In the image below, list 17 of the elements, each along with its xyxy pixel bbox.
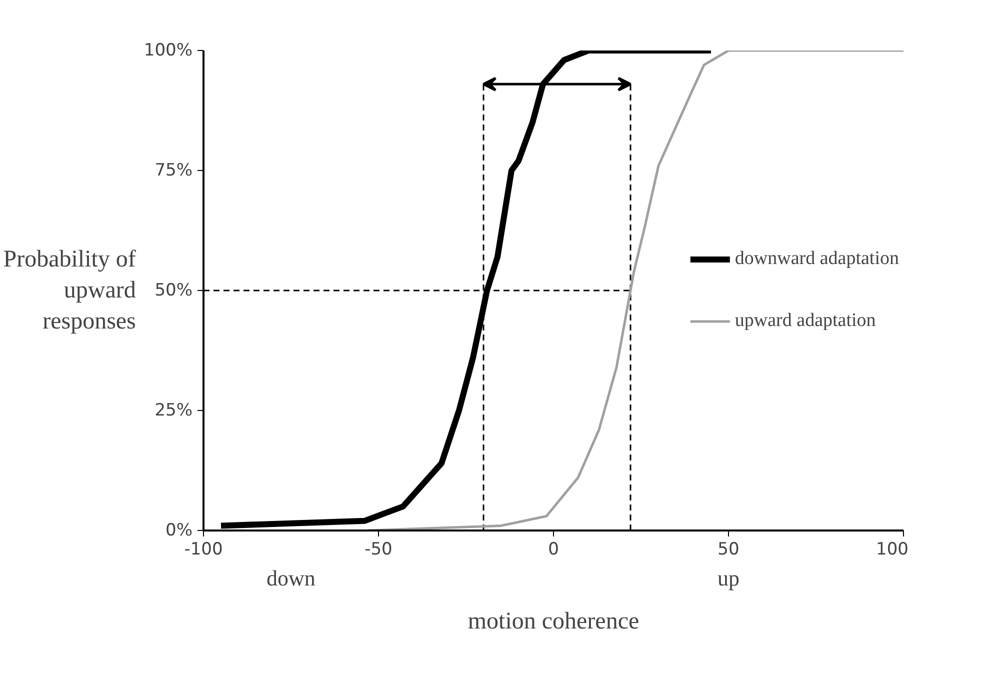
legend-label: downward adaptation bbox=[734, 248, 899, 270]
x-tick-label: 50 bbox=[718, 540, 740, 560]
x-tick-label: 100 bbox=[876, 540, 909, 560]
y-tick-label: 0% bbox=[166, 520, 193, 540]
line-series bbox=[366, 50, 904, 530]
y-tick-label: 25% bbox=[154, 400, 193, 420]
x-tick-label: -100 bbox=[184, 540, 223, 560]
x-tick-label: -50 bbox=[364, 540, 392, 560]
y-axis-title: Probability of upward responses bbox=[3, 246, 136, 335]
text: up bbox=[718, 566, 740, 590]
legend-label: upward adaptation bbox=[734, 310, 876, 332]
text: down bbox=[266, 566, 316, 590]
x-tick-label: 0 bbox=[548, 540, 559, 560]
y-tick-label: 100% bbox=[144, 40, 193, 60]
y-tick-label: 50% bbox=[154, 280, 193, 300]
y-tick-label: 75% bbox=[154, 160, 193, 180]
x-axis-title: motion coherence bbox=[468, 608, 640, 634]
